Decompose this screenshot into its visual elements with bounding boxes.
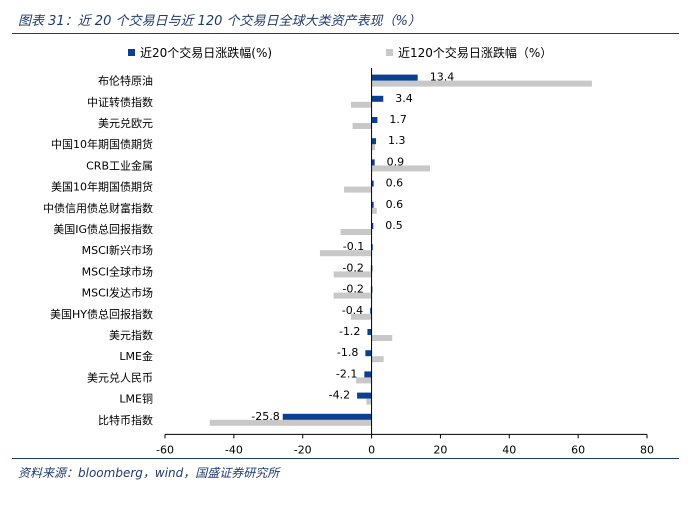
bar-20d-15 [357, 392, 372, 399]
category-label-14: 美元兑人民币 [87, 370, 153, 384]
bar-20d-1 [371, 95, 384, 102]
legend-swatch-20d [128, 49, 135, 56]
x-tick-label-2: -20 [294, 443, 312, 456]
x-tick-label-3: 0 [368, 443, 375, 456]
legend-label-20d: 近20个交易日涨跌幅(%) [140, 46, 273, 60]
bar-120d-9 [333, 271, 372, 278]
category-label-1: 中证转债指数 [87, 95, 153, 109]
category-label-9: MSCI全球市场 [82, 264, 153, 278]
x-tick-label-4: 20 [433, 443, 447, 456]
bar-20d-4 [371, 159, 375, 166]
data-label-15: -4.2 [329, 389, 350, 402]
x-tick-label-1: -40 [225, 443, 243, 456]
source-note: 资料来源：bloomberg，wind，国盛证券研究所 [18, 466, 280, 480]
bar-20d-13 [365, 350, 372, 357]
data-label-16: -25.8 [251, 410, 279, 423]
data-label-5: 0.6 [386, 177, 404, 190]
category-label-13: LME金 [119, 349, 153, 363]
bar-20d-5 [371, 180, 374, 187]
data-label-13: -1.8 [337, 346, 358, 359]
bar-120d-8 [319, 250, 372, 257]
bar-120d-11 [350, 313, 372, 320]
data-label-6: 0.6 [386, 198, 404, 211]
category-label-2: 美元兑欧元 [98, 116, 153, 130]
bar-20d-11 [370, 307, 372, 314]
legend-item-20d: 近20个交易日涨跌幅(%) [128, 44, 272, 61]
data-label-4: 0.9 [387, 155, 405, 168]
data-label-14: -2.1 [336, 367, 357, 380]
bar-20d-0 [371, 74, 418, 81]
figure-title: 图表 31：近 20 个交易日与近 120 个交易日全球大类资产表现（%） [18, 14, 421, 29]
bar-20d-16 [282, 413, 372, 420]
bar-20d-12 [367, 329, 372, 335]
bar-20d-7 [371, 223, 374, 229]
bar-120d-3 [371, 144, 376, 151]
bar-20d-14 [364, 371, 372, 378]
data-label-8: -0.1 [343, 240, 364, 253]
category-label-7: 美国IG债总回报指数 [53, 222, 153, 236]
bar-20d-2 [371, 117, 378, 123]
chart-legend: 近20个交易日涨跌幅(%) 近120个交易日涨跌幅（%） [0, 44, 691, 62]
bar-120d-7 [340, 229, 372, 235]
bar-120d-12 [371, 335, 393, 341]
bar-120d-16 [209, 419, 372, 426]
category-label-15: LME铜 [119, 392, 153, 406]
bar-120d-2 [352, 123, 372, 129]
data-label-0: 13.4 [430, 71, 455, 84]
bar-120d-6 [371, 207, 377, 214]
category-label-0: 布伦特原油 [98, 74, 153, 88]
bottom-rule [12, 458, 679, 459]
bar-120d-5 [344, 186, 372, 193]
bar-120d-4 [371, 165, 431, 172]
category-label-8: MSCI新兴市场 [82, 243, 153, 257]
category-label-11: 美国HY债总回报指数 [50, 307, 153, 321]
data-label-7: 0.5 [385, 219, 403, 232]
bar-120d-14 [356, 377, 372, 384]
legend-label-120d: 近120个交易日涨跌幅（%） [398, 46, 553, 60]
bar-120d-13 [371, 356, 384, 363]
category-label-3: 中国10年期国债期货 [51, 137, 153, 151]
category-label-12: 美元指数 [109, 328, 153, 342]
data-label-11: -0.4 [342, 304, 363, 317]
bar-120d-1 [350, 101, 372, 108]
x-tick-label-6: 60 [571, 443, 585, 456]
legend-item-120d: 近120个交易日涨跌幅（%） [386, 44, 552, 61]
data-label-2: 1.7 [389, 113, 407, 126]
bar-120d-15 [366, 398, 372, 405]
bar-20d-6 [371, 201, 374, 208]
category-label-6: 中债信用债总财富指数 [43, 201, 153, 215]
x-tick-label-5: 40 [502, 443, 516, 456]
bar-120d-10 [333, 292, 372, 299]
category-label-10: MSCI发达市场 [82, 286, 153, 300]
bar-20d-3 [371, 138, 377, 145]
data-label-9: -0.2 [342, 261, 363, 274]
data-label-3: 1.3 [388, 134, 406, 147]
bar-120d-0 [371, 80, 592, 87]
legend-swatch-120d [386, 49, 393, 56]
data-label-12: -1.2 [339, 325, 360, 338]
category-label-16: 比特币指数 [98, 413, 153, 427]
x-tick-label-0: -60 [156, 443, 174, 456]
top-rule [12, 33, 679, 34]
category-label-5: 美国10年期国债期货 [51, 180, 153, 194]
x-tick-label-7: 80 [640, 443, 654, 456]
data-label-1: 3.4 [395, 92, 413, 105]
category-label-4: CRB工业金属 [86, 158, 153, 172]
data-label-10: -0.2 [342, 283, 363, 296]
